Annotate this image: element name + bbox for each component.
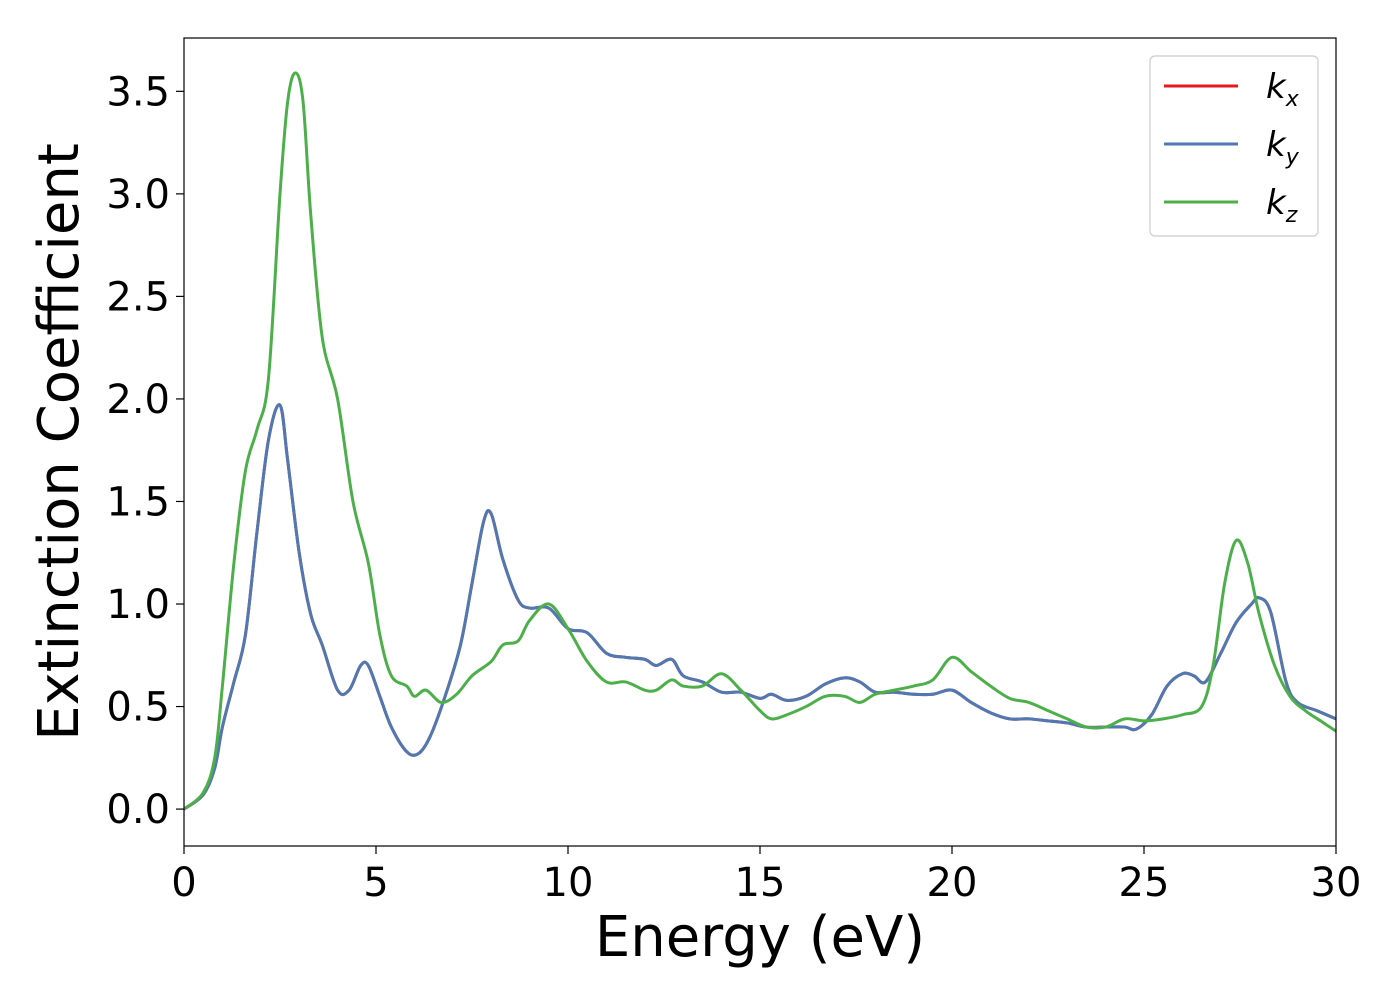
x-tick-label: 10 [543,860,594,906]
x-tick-label: 15 [735,860,786,906]
legend-box [1149,55,1319,237]
series-line-k-x [184,403,1336,811]
y-tick-label: 2.0 [106,377,170,423]
legend-label: kx [1266,67,1300,112]
series-line-k-z [184,71,1336,811]
x-tick-label: 0 [171,860,196,906]
y-tick-label: 0.0 [106,787,170,833]
legend-label: kz [1266,183,1298,228]
legend-label: ky [1266,125,1300,170]
y-tick-label: 1.5 [106,479,170,525]
x-tick-label: 20 [927,860,978,906]
y-tick-label: 0.5 [106,685,170,731]
x-tick-label: 25 [1119,860,1170,906]
axis-layer: 0 5 10 15 20 25 30 0.0 0.5 1.0 1.5 2.0 2.5 3.0 3.5 [106,37,1362,906]
x-tick-label: 5 [363,860,388,906]
y-tick-label: 3.0 [106,172,170,218]
series-layer [184,71,1336,811]
x-axis-title: Energy (eV) [595,905,925,970]
y-tick-label: 1.0 [106,582,170,628]
y-axis-title: Extinction Coefficient [27,143,92,741]
x-tick-label: 30 [1311,860,1362,906]
y-tick-label: 2.5 [106,274,170,320]
legend: kx ky kz [1149,55,1319,237]
y-tick-label: 3.5 [106,69,170,115]
series-line-k-y [184,403,1336,811]
